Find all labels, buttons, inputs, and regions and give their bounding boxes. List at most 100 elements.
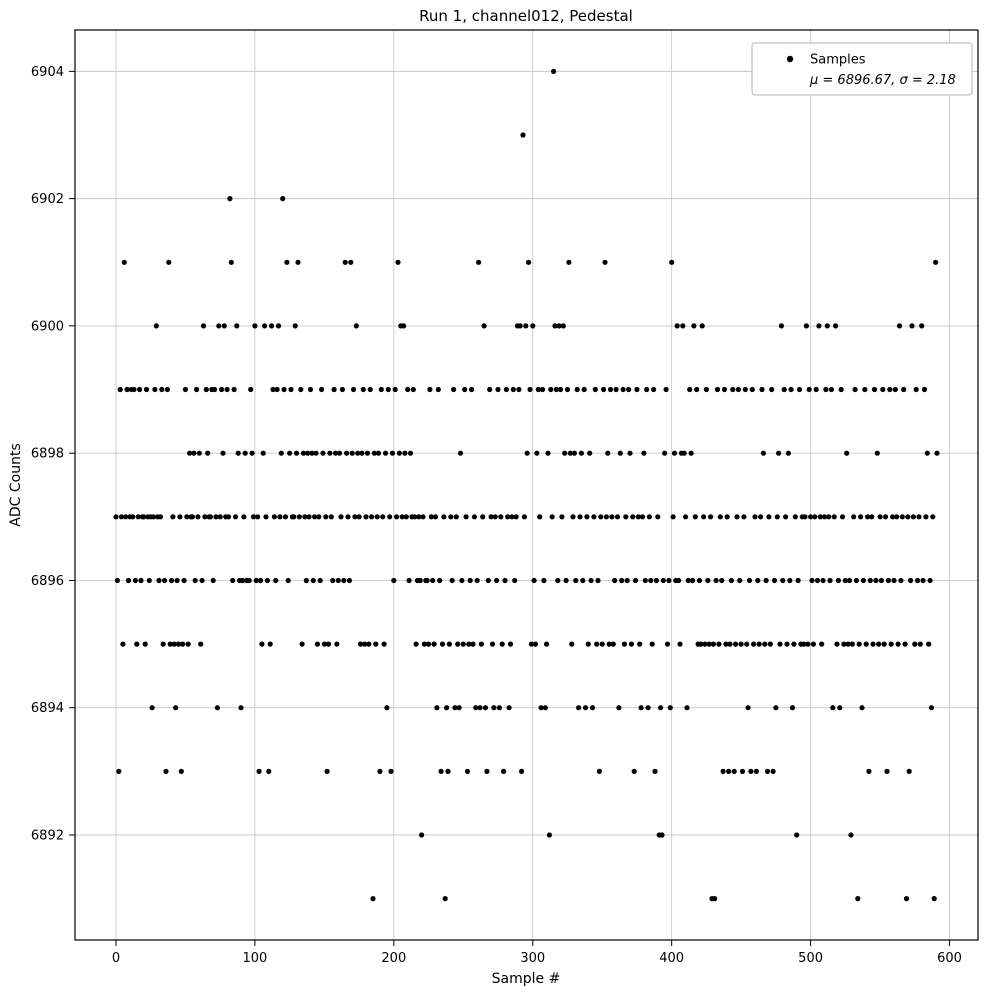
scatter-point: [294, 450, 300, 456]
scatter-point: [410, 386, 416, 393]
scatter-point: [488, 514, 494, 520]
scatter-point: [217, 514, 223, 520]
scatter-point: [819, 641, 825, 647]
scatter-point: [141, 514, 147, 520]
scatter-point: [171, 641, 177, 647]
scatter-point: [801, 641, 807, 647]
scatter-point: [724, 514, 730, 520]
scatter-point: [496, 705, 502, 711]
scatter-point: [603, 514, 610, 520]
scatter-point: [184, 514, 190, 520]
scatter-point: [896, 323, 903, 329]
scatter-point: [152, 386, 158, 393]
scatter-point: [910, 514, 917, 520]
scatter-point: [143, 386, 150, 393]
scatter-point: [437, 577, 443, 584]
scatter-point: [862, 386, 868, 393]
scatter-point: [478, 641, 484, 647]
scatter-point: [769, 386, 775, 393]
scatter-point: [866, 768, 872, 775]
scatter-point: [826, 514, 832, 520]
scatter-point: [298, 386, 304, 393]
scatter-point: [413, 641, 419, 647]
scatter-point: [257, 577, 264, 584]
scatter-point: [273, 577, 279, 584]
scatter-point: [113, 514, 119, 520]
scatter-point: [230, 577, 236, 584]
scatter-point: [806, 386, 812, 393]
scatter-point: [849, 641, 855, 647]
scatter-point: [426, 641, 432, 647]
scatter-point: [352, 514, 358, 520]
scatter-point: [459, 577, 465, 584]
scatter-point: [685, 577, 691, 584]
scatter-point: [207, 514, 213, 520]
scatter-point: [805, 641, 811, 647]
scatter-point: [588, 577, 594, 584]
scatter-point: [830, 705, 836, 711]
scatter-point: [637, 641, 643, 647]
scatter-point: [616, 705, 622, 711]
scatter-point: [162, 577, 168, 584]
scatter-point: [385, 386, 391, 393]
scatter-point: [851, 514, 857, 520]
scatter-point: [913, 386, 919, 393]
scatter-point: [587, 450, 593, 456]
scatter-point: [570, 514, 576, 520]
scatter-point: [644, 386, 650, 393]
scatter-point: [855, 896, 861, 902]
scatter-point: [321, 641, 327, 647]
scatter-point: [841, 641, 847, 647]
scatter-point: [828, 386, 835, 393]
scatter-point: [865, 514, 871, 520]
scatter-point: [820, 577, 826, 584]
scatter-point: [412, 514, 418, 520]
scatter-point: [555, 577, 561, 584]
scatter-point: [241, 514, 247, 520]
scatter-point: [249, 450, 255, 456]
scatter-point: [780, 577, 786, 584]
scatter-point: [377, 768, 383, 775]
scatter-point: [752, 514, 758, 520]
scatter-point: [356, 514, 362, 520]
scatter-point: [684, 705, 690, 711]
scatter-point: [307, 386, 314, 393]
scatter-point: [559, 514, 565, 520]
scatter-point: [681, 450, 687, 456]
scatter-point: [259, 641, 265, 647]
scatter-point: [788, 386, 794, 393]
scatter-point: [860, 577, 867, 584]
scatter-point: [687, 386, 693, 393]
scatter-point: [517, 323, 523, 329]
scatter-point: [396, 450, 402, 456]
scatter-point: [364, 450, 370, 456]
scatter-point: [278, 450, 284, 456]
scatter-point: [328, 514, 334, 520]
scatter-point: [388, 768, 394, 775]
scatter-point: [131, 386, 137, 393]
scatter-point: [224, 386, 230, 393]
points-layer: [113, 68, 940, 902]
scatter-point: [758, 514, 764, 520]
scatter-point: [221, 323, 227, 329]
scatter-point: [730, 386, 736, 393]
scatter-point: [535, 386, 541, 393]
scatter-point: [520, 132, 526, 138]
scatter-point: [582, 705, 589, 711]
scatter-point: [248, 386, 254, 393]
scatter-point: [494, 577, 500, 584]
scatter-point: [734, 514, 740, 520]
scatter-point: [887, 386, 893, 393]
scatter-point: [742, 386, 748, 393]
scatter-point: [610, 641, 616, 647]
scatter-point: [319, 386, 325, 393]
scatter-point: [125, 577, 132, 584]
scatter-point: [499, 641, 505, 647]
scatter-point: [796, 386, 803, 393]
scatter-point: [231, 386, 237, 393]
scatter-point: [334, 641, 340, 647]
scatter-point: [255, 514, 261, 520]
scatter-point: [187, 450, 193, 456]
tick-label-x: 600: [937, 951, 962, 966]
scatter-point: [523, 323, 529, 329]
